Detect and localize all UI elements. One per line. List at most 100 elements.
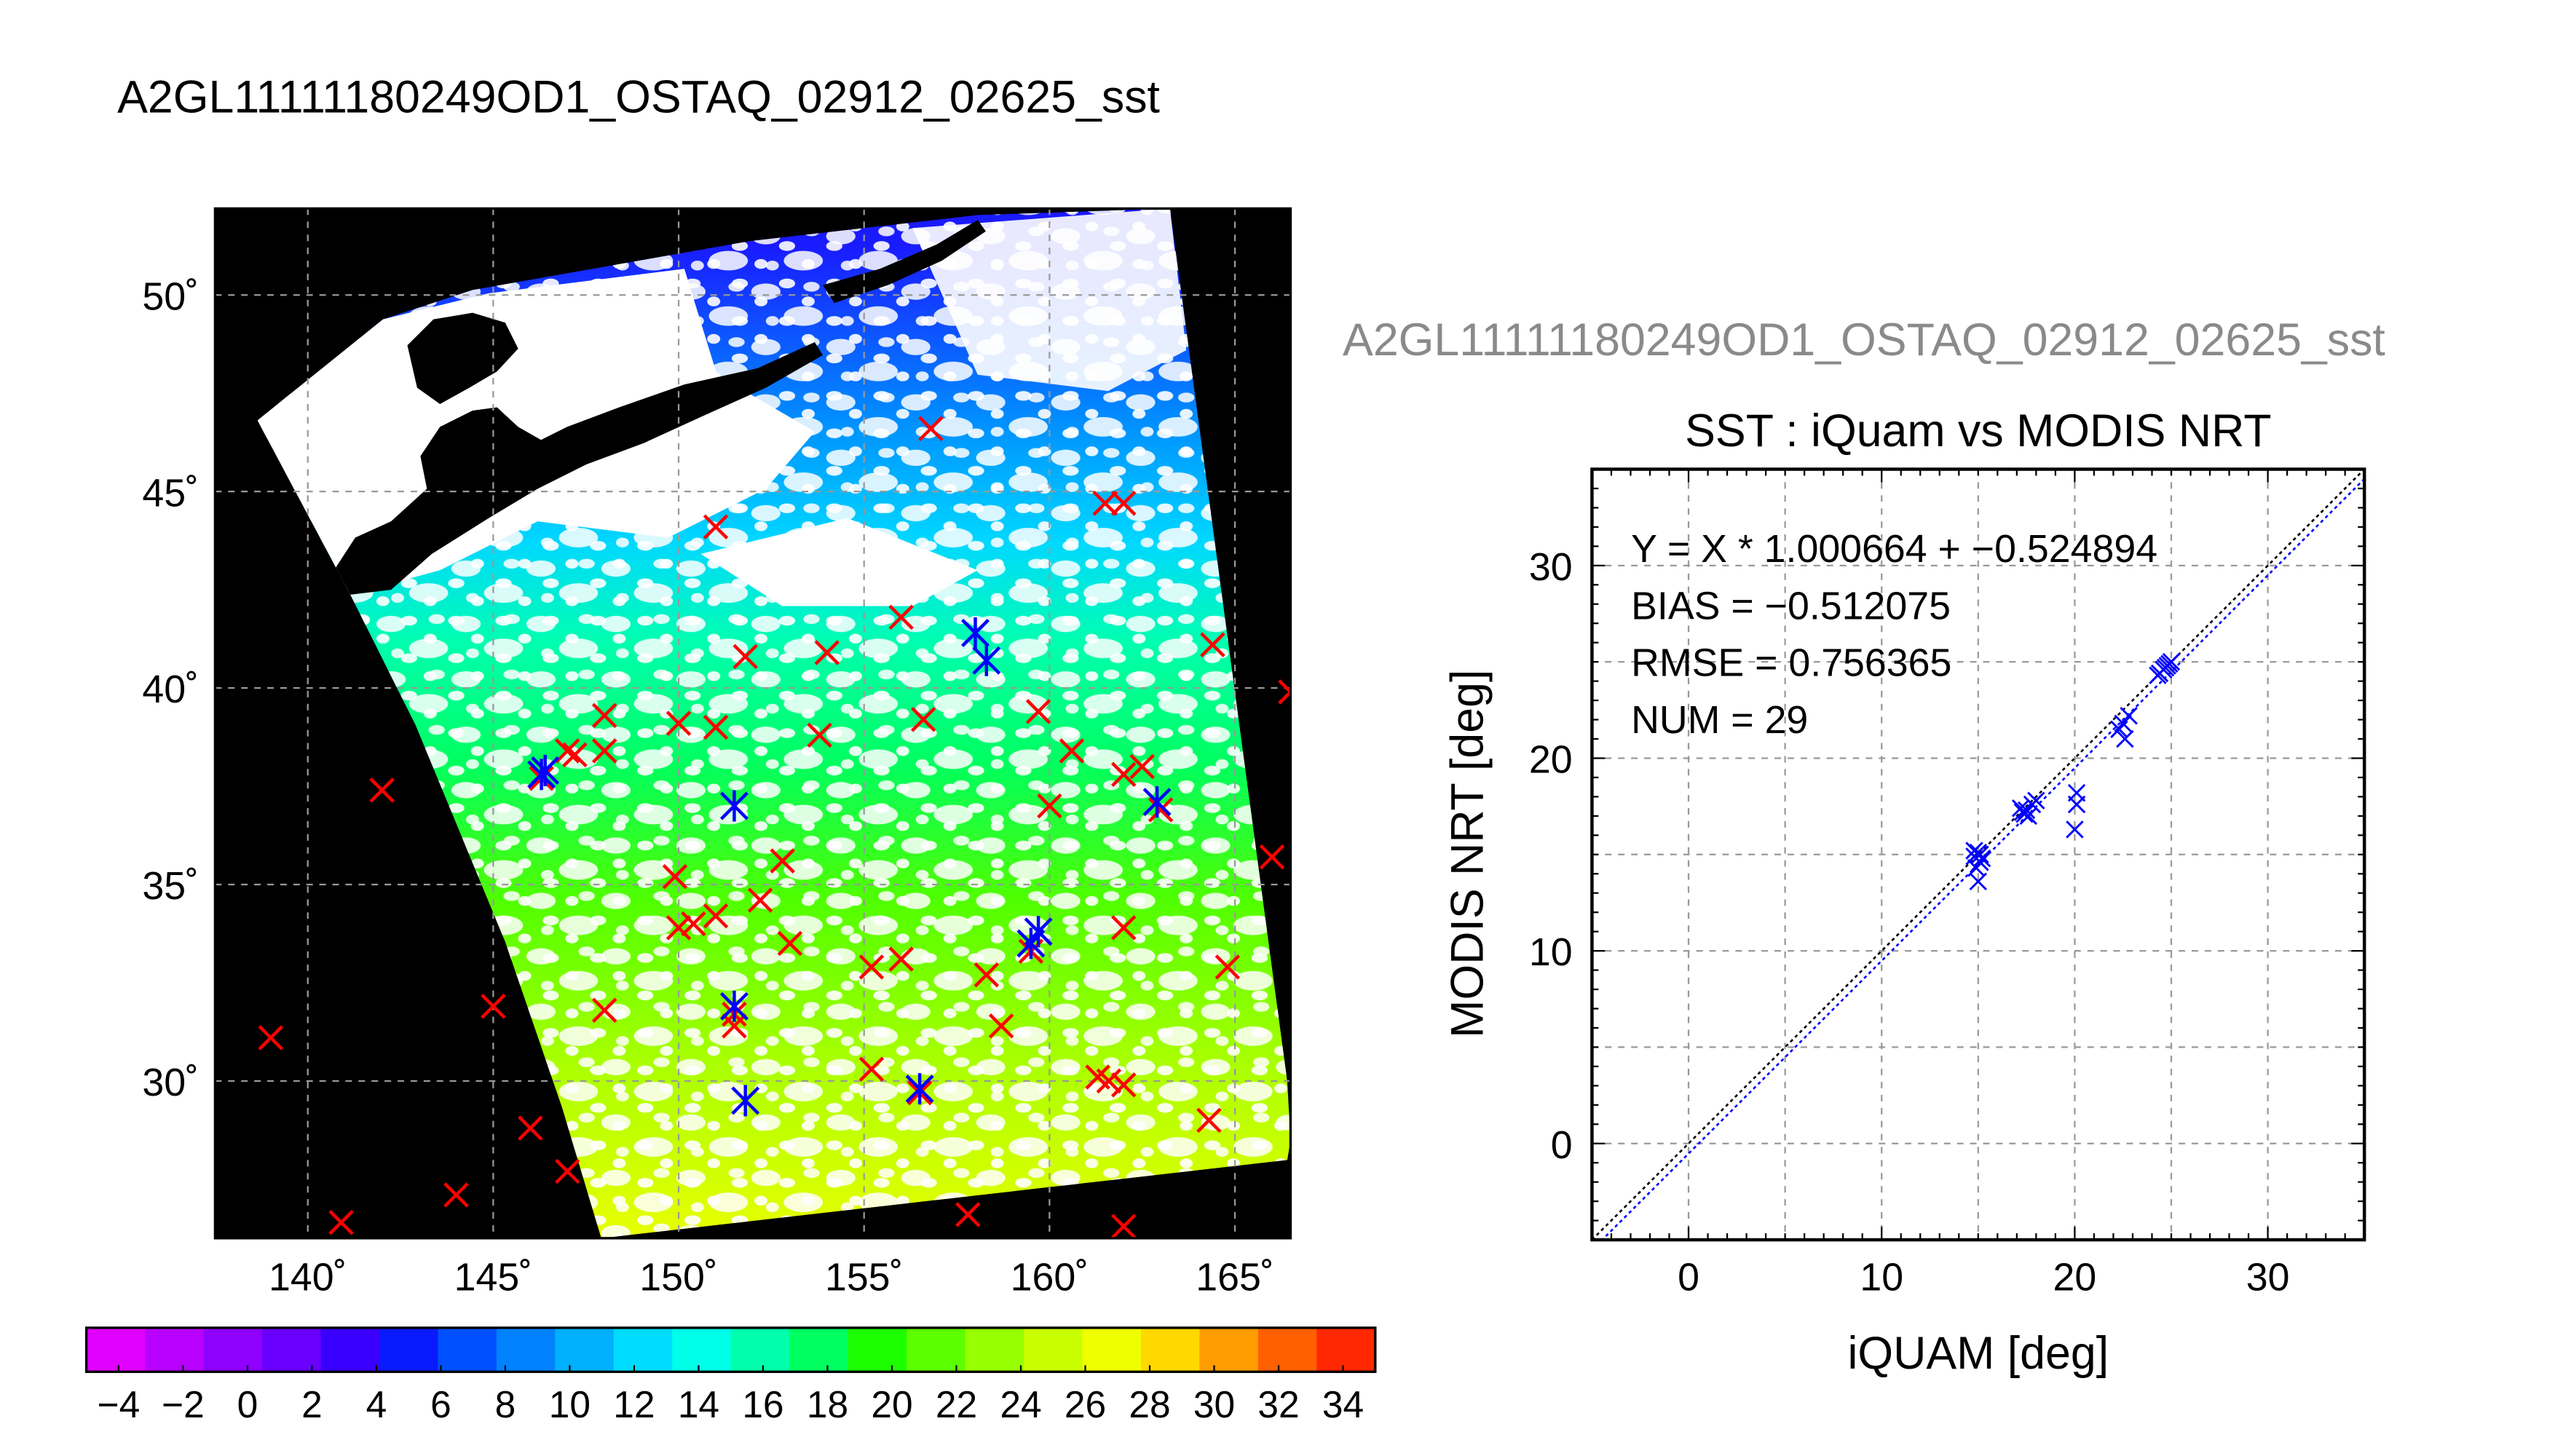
- map-point-red: [732, 644, 758, 670]
- scatter-point: [1965, 842, 1983, 860]
- map-point-red: [1025, 699, 1051, 724]
- map-point-blue: [531, 754, 560, 786]
- colorbar-tick-label: 2: [301, 1383, 323, 1425]
- scatter-point-stroke: [2120, 707, 2138, 725]
- scatter-y-axis-label: MODIS NRT [deg]: [1442, 670, 1493, 1038]
- map-point-red: [974, 962, 1000, 988]
- map-point-red: [328, 1209, 354, 1235]
- map-point-red-stroke: [777, 930, 803, 957]
- colorbar-segment: [730, 1327, 791, 1372]
- map-point-red-stroke: [703, 714, 729, 740]
- map-point-red-stroke: [888, 604, 914, 630]
- scatter-point: [1969, 872, 1988, 891]
- map-point-red-stroke: [1092, 491, 1118, 516]
- map-point-red: [747, 887, 773, 913]
- map-point-red: [662, 863, 688, 890]
- scatter-point: [2120, 707, 2138, 725]
- map-point-red-stroke: [703, 903, 729, 929]
- scatter-point-stroke: [2116, 729, 2134, 748]
- map-frame: [213, 207, 1292, 1240]
- map-point-red-stroke: [807, 722, 832, 748]
- map-point-blue: [972, 644, 1001, 676]
- scatter-point: [2066, 820, 2084, 839]
- map-point-red-stroke: [955, 1202, 981, 1227]
- map-point-red: [666, 915, 692, 941]
- colorbar-tick-label: 32: [1257, 1383, 1299, 1425]
- map-point-red-stroke: [1110, 761, 1137, 788]
- map-point-blue: [961, 617, 990, 649]
- map-point-red-stroke: [666, 711, 692, 736]
- map-point-red-stroke: [732, 644, 758, 670]
- map-point-red-stroke: [747, 887, 773, 913]
- map-y-tick-label: 30˚: [142, 1061, 199, 1104]
- map-x-tick-label: 165˚: [1196, 1255, 1273, 1299]
- scatter-x-tick-label: 10: [1860, 1255, 1903, 1299]
- colorbar-segment: [261, 1327, 322, 1372]
- colorbar-segment: [1316, 1327, 1376, 1372]
- colorbar-segment: [86, 1327, 146, 1372]
- colorbar-segment: [145, 1327, 205, 1372]
- map-point-red-stroke: [555, 738, 580, 764]
- colorbar-tick-label: 10: [549, 1383, 591, 1425]
- scatter-x-axis-label: iQUAM [deg]: [1847, 1328, 2109, 1379]
- map-point-red: [1215, 954, 1241, 980]
- map-point-red: [1110, 491, 1137, 516]
- map-point-red: [369, 778, 395, 803]
- map-point-red-stroke: [1085, 1064, 1110, 1090]
- map-point-red: [681, 911, 706, 937]
- colorbar-tick-label: 26: [1065, 1383, 1106, 1425]
- map-y-tick-label: 50˚: [142, 274, 199, 318]
- colorbar-tick-label: 16: [742, 1383, 783, 1425]
- map-point-red-stroke: [888, 946, 914, 972]
- map-point-red: [703, 714, 729, 740]
- map-point-red: [988, 1013, 1014, 1039]
- map-y-tick-label: 45˚: [142, 471, 199, 515]
- map-point-red: [722, 1013, 747, 1039]
- colorbar-segment: [789, 1327, 849, 1372]
- scatter-x-tick-label: 20: [2053, 1255, 2097, 1299]
- scatter-point-stroke: [1971, 853, 1989, 871]
- scatter-point-stroke: [2023, 795, 2042, 814]
- map-x-tick-label: 150˚: [639, 1255, 717, 1299]
- map-point-red-stroke: [918, 416, 944, 442]
- map-point-red-stroke: [518, 1115, 543, 1141]
- map-point-red: [555, 738, 580, 764]
- colorbar-segment: [1024, 1327, 1083, 1372]
- map-point-red: [1110, 1214, 1137, 1238]
- map-point-red-stroke: [662, 863, 688, 890]
- scatter-x-tick-label: 30: [2246, 1255, 2290, 1299]
- map-point-red: [777, 930, 803, 957]
- colorbar-tick-label: 24: [1000, 1383, 1041, 1425]
- map-point-red: [666, 711, 692, 736]
- map-point-red: [1110, 761, 1137, 788]
- map-point-blue: [719, 790, 749, 822]
- map-point-red: [1092, 491, 1118, 516]
- colorbar-tick-label: 14: [678, 1383, 719, 1425]
- map-point-red: [888, 604, 914, 630]
- map-point-blue: [1142, 786, 1172, 818]
- colorbar-tick-label: 18: [807, 1383, 848, 1425]
- map-point-red-stroke: [562, 742, 588, 768]
- map-point-red: [591, 703, 617, 729]
- colorbar-tick-label: 22: [936, 1383, 977, 1425]
- map-point-red: [703, 903, 729, 929]
- map-point-red-stroke: [1096, 1068, 1122, 1094]
- scatter-annotation: RMSE = 0.756365: [1631, 641, 1951, 685]
- map-point-red: [518, 1115, 543, 1141]
- scatter-y-tick-label: 10: [1529, 930, 1573, 974]
- colorbar-tick-label: 6: [430, 1383, 451, 1425]
- colorbar-segment: [320, 1327, 381, 1372]
- map-point-red: [1110, 1072, 1137, 1098]
- map-x-tick-label: 160˚: [1011, 1255, 1089, 1299]
- colorbar-tick-label: 0: [237, 1383, 258, 1425]
- map-point-red-stroke: [591, 703, 617, 729]
- map-y-tick-label: 40˚: [142, 668, 199, 711]
- map-y-tick-label: 35˚: [142, 864, 199, 908]
- colorbar-segment: [613, 1327, 674, 1372]
- map-point-red-stroke: [1110, 491, 1137, 516]
- map-point-red-stroke: [910, 706, 936, 732]
- map-point-red-stroke: [1110, 1214, 1137, 1238]
- colorbar-tick-label: −2: [162, 1383, 205, 1425]
- map-x-tick-label: 155˚: [825, 1255, 903, 1299]
- colorbar-segment: [848, 1327, 908, 1372]
